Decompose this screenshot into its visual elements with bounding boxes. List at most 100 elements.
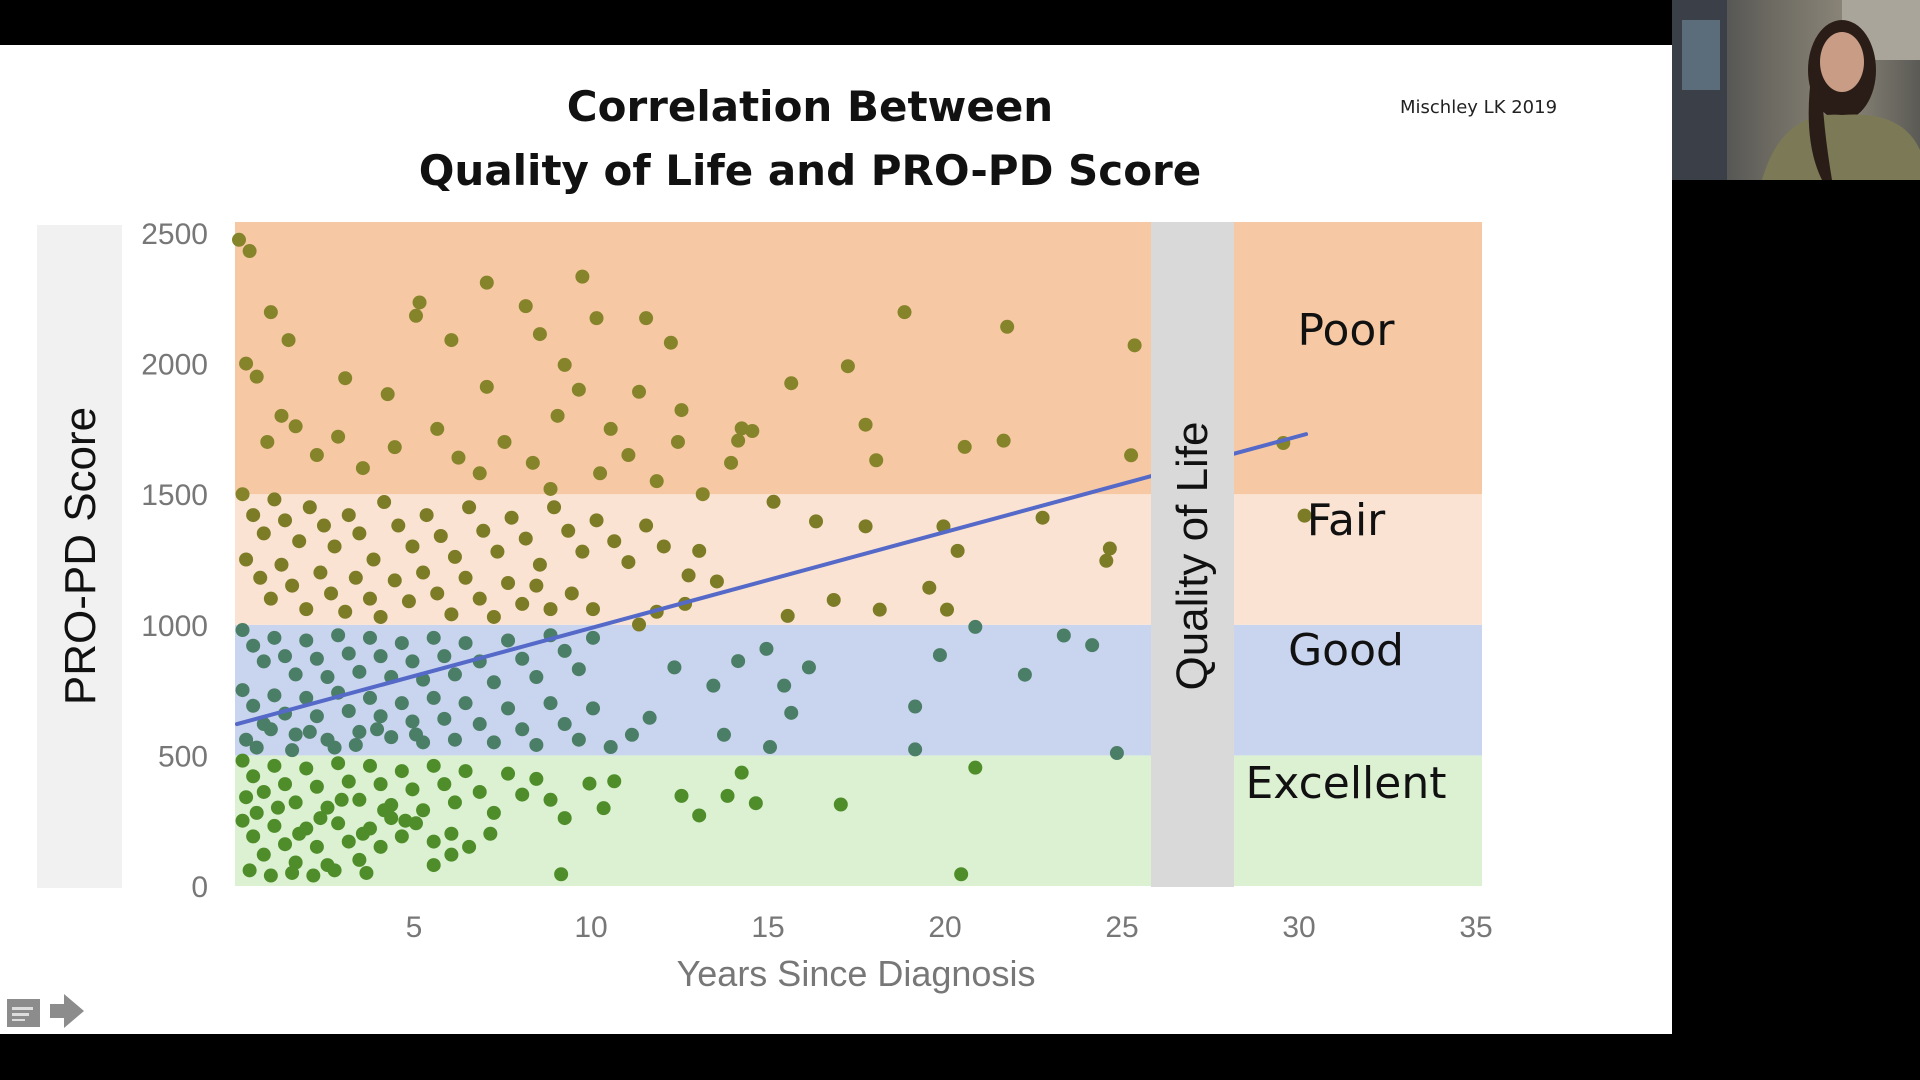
data-point <box>529 578 544 593</box>
data-point <box>695 487 710 502</box>
data-point <box>394 829 409 844</box>
data-point <box>256 847 271 862</box>
data-point <box>320 670 335 685</box>
data-point <box>869 453 884 468</box>
data-point <box>412 295 427 310</box>
data-point <box>433 528 448 543</box>
data-point <box>681 568 696 583</box>
data-point <box>731 654 746 669</box>
data-point <box>784 376 799 391</box>
data-point <box>639 311 654 326</box>
data-point <box>840 359 855 374</box>
data-point <box>359 865 374 880</box>
data-point <box>621 448 636 463</box>
data-point <box>447 667 462 682</box>
data-point <box>490 544 505 559</box>
data-point <box>299 761 314 776</box>
data-point <box>447 795 462 810</box>
data-point <box>780 608 795 623</box>
x-tick-label: 10 <box>574 911 607 944</box>
data-point <box>327 863 342 878</box>
data-point <box>586 701 600 716</box>
data-point <box>525 455 540 470</box>
data-point <box>777 678 792 693</box>
data-point <box>394 764 409 779</box>
data-point <box>1099 553 1114 568</box>
x-tick-label: 25 <box>1105 911 1138 944</box>
data-point <box>692 808 707 823</box>
data-point <box>292 826 307 841</box>
data-point <box>430 586 445 601</box>
data-point <box>274 557 289 572</box>
data-point <box>409 308 423 323</box>
band-fair <box>235 494 1482 625</box>
data-point <box>281 333 296 348</box>
data-point <box>246 829 261 844</box>
data-point <box>1085 638 1100 653</box>
data-point <box>649 474 664 489</box>
data-point <box>263 305 278 320</box>
data-point <box>437 649 452 664</box>
data-point <box>564 586 579 601</box>
citation: Mischley LK 2019 <box>1400 97 1558 118</box>
data-point <box>267 818 282 833</box>
data-point <box>954 867 969 882</box>
data-point <box>922 580 937 595</box>
data-point <box>692 543 707 558</box>
data-point <box>348 570 363 585</box>
data-point <box>515 722 530 737</box>
data-point <box>309 448 324 463</box>
data-point <box>724 455 739 470</box>
data-point <box>278 837 293 852</box>
data-point <box>352 852 367 867</box>
data-point <box>1102 541 1117 556</box>
data-point <box>596 801 611 816</box>
data-point <box>940 602 954 617</box>
data-point <box>543 602 558 617</box>
y-axis-label: PRO-PD Score <box>56 407 105 705</box>
data-point <box>341 703 356 718</box>
side-label-panel <box>1151 222 1234 887</box>
x-tick-label: 15 <box>751 911 784 944</box>
data-point <box>632 384 647 399</box>
data-point <box>362 591 377 606</box>
data-point <box>996 433 1011 448</box>
data-point <box>674 788 689 803</box>
data-point <box>235 753 250 768</box>
data-point <box>801 660 816 675</box>
data-point <box>331 756 346 771</box>
data-point <box>267 630 282 645</box>
data-point <box>313 811 328 826</box>
data-point <box>543 696 558 711</box>
data-point <box>472 466 487 481</box>
data-point <box>398 813 413 828</box>
data-point <box>504 510 519 525</box>
data-point <box>642 710 657 725</box>
data-point <box>394 636 409 651</box>
data-point <box>833 797 848 812</box>
data-point <box>501 766 516 781</box>
data-point <box>734 421 749 436</box>
arrow-right-icon[interactable] <box>50 994 86 1035</box>
data-point <box>309 709 324 724</box>
data-point <box>1017 667 1032 682</box>
data-point <box>246 698 261 713</box>
data-point <box>670 434 685 449</box>
data-point <box>239 790 254 805</box>
data-point <box>338 371 353 386</box>
band-excellent <box>235 755 1482 886</box>
data-point <box>1127 338 1142 353</box>
scatter-chart: PRO-PD Score Quality of Life 0 500 1000 150… <box>37 218 1493 994</box>
data-point <box>858 519 873 534</box>
data-point <box>285 578 300 593</box>
data-point <box>246 508 261 523</box>
data-point <box>479 275 494 290</box>
y-tick-label: 0 <box>191 871 208 904</box>
data-point <box>362 630 377 645</box>
data-point <box>285 743 300 758</box>
notes-icon[interactable] <box>7 999 41 1032</box>
webcam-video-thumbnail[interactable] <box>1672 0 1920 180</box>
data-point <box>486 735 501 750</box>
data-point <box>766 494 781 509</box>
data-point <box>497 434 512 449</box>
